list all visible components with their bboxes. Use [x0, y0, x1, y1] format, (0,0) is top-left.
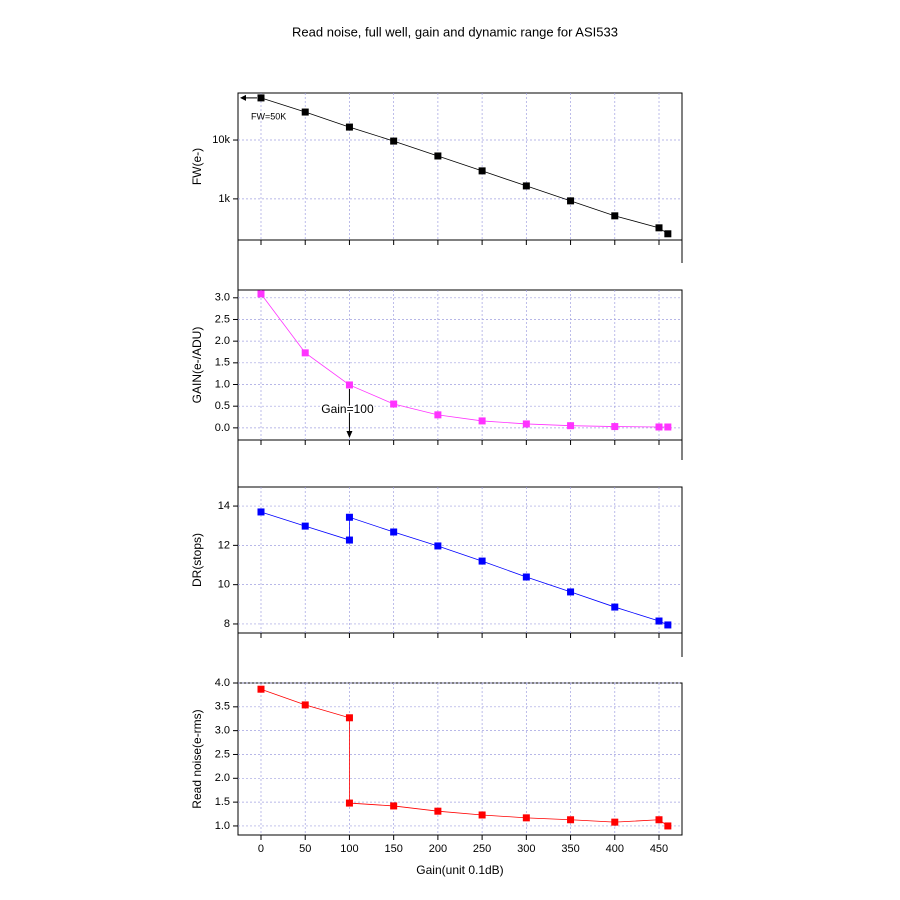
- annotation: FW=50K: [251, 111, 286, 121]
- data-point: [345, 799, 353, 807]
- data-point: [434, 542, 442, 550]
- data-point: [611, 603, 619, 611]
- data-point: [434, 807, 442, 815]
- y-tick-label: 10: [218, 579, 230, 591]
- data-point: [345, 123, 353, 131]
- data-point: [655, 617, 663, 625]
- y-tick-label: 8: [224, 618, 230, 630]
- data-point: [390, 400, 398, 408]
- data-point: [257, 685, 265, 693]
- data-point: [522, 573, 530, 581]
- x-tick-label: 300: [517, 843, 535, 855]
- y-tick-label: 4.0: [215, 677, 230, 689]
- data-point: [478, 167, 486, 175]
- data-line: [260, 688, 669, 827]
- data-point: [664, 822, 672, 830]
- y-tick-label: 1.0: [215, 820, 230, 832]
- data-point: [567, 588, 575, 596]
- chart-title: Read noise, full well, gain and dynamic …: [292, 24, 618, 39]
- data-point: [655, 816, 663, 824]
- x-tick-label: 250: [473, 843, 491, 855]
- arrow-head: [240, 94, 246, 101]
- x-tick-label: 50: [299, 843, 311, 855]
- plot-frame: [237, 486, 683, 634]
- y-tick-label: 3.0: [215, 725, 230, 737]
- data-point: [345, 714, 353, 722]
- y-tick-label: 2.5: [215, 748, 230, 760]
- data-point: [522, 814, 530, 822]
- y-tick-label: 12: [218, 539, 230, 551]
- y-tick-label: 1k: [218, 193, 230, 205]
- data-point: [390, 802, 398, 810]
- y-axis-label: FW(e-): [190, 148, 204, 185]
- data-point: [345, 536, 353, 544]
- y-tick-label: 3.0: [215, 292, 230, 304]
- plot-frame: [237, 289, 683, 441]
- x-tick-label: 350: [561, 843, 579, 855]
- y-tick-label: 3.5: [215, 701, 230, 713]
- data-point: [664, 423, 672, 431]
- data-point: [478, 811, 486, 819]
- x-tick-label: 150: [384, 843, 402, 855]
- data-point: [301, 522, 309, 530]
- y-tick-label: 1.5: [215, 796, 230, 808]
- y-axis-label: Read noise(e-rms): [190, 709, 204, 808]
- data-point: [257, 508, 265, 516]
- data-point: [655, 224, 663, 232]
- annotation: Gain=100: [321, 402, 374, 416]
- data-point: [257, 94, 265, 102]
- y-tick-label: 2.0: [215, 772, 230, 784]
- y-tick-label: 1.0: [215, 378, 230, 390]
- y-tick-label: 14: [218, 500, 230, 512]
- data-point: [301, 349, 309, 357]
- data-line: [260, 511, 669, 626]
- data-point: [522, 182, 530, 190]
- data-line: [260, 97, 669, 235]
- data-point: [301, 108, 309, 116]
- data-point: [301, 701, 309, 709]
- x-tick-label: 200: [429, 843, 447, 855]
- y-axis-label: GAIN(e-/ADU): [190, 327, 204, 404]
- data-point: [567, 422, 575, 430]
- y-tick-label: 1.5: [215, 357, 230, 369]
- data-point: [390, 528, 398, 536]
- data-point: [434, 411, 442, 419]
- y-tick-label: 0.0: [215, 422, 230, 434]
- data-point: [345, 513, 353, 521]
- data-point: [611, 423, 619, 431]
- x-tick-label: 0: [258, 843, 264, 855]
- data-point: [478, 557, 486, 565]
- y-tick-label: 0.5: [215, 400, 230, 412]
- data-point: [664, 230, 672, 238]
- y-tick-label: 2.5: [215, 313, 230, 325]
- x-tick-label: 450: [650, 843, 668, 855]
- data-point: [664, 621, 672, 629]
- y-tick-label: 2.0: [215, 335, 230, 347]
- data-point: [522, 420, 530, 428]
- plot-frame: [237, 92, 683, 241]
- arrow-head: [346, 431, 353, 438]
- data-point: [434, 152, 442, 160]
- data-point: [345, 381, 353, 389]
- data-point: [478, 417, 486, 425]
- data-point: [390, 137, 398, 145]
- x-axis-label: Gain(unit 0.1dB): [416, 863, 503, 877]
- y-axis-label: DR(stops): [190, 533, 204, 587]
- data-point: [567, 197, 575, 205]
- y-tick-label: 10k: [212, 134, 230, 146]
- data-point: [611, 212, 619, 220]
- data-point: [655, 423, 663, 431]
- data-point: [611, 818, 619, 826]
- data-point: [257, 290, 265, 298]
- x-tick-label: 100: [340, 843, 358, 855]
- data-point: [567, 816, 575, 824]
- x-tick-label: 400: [606, 843, 624, 855]
